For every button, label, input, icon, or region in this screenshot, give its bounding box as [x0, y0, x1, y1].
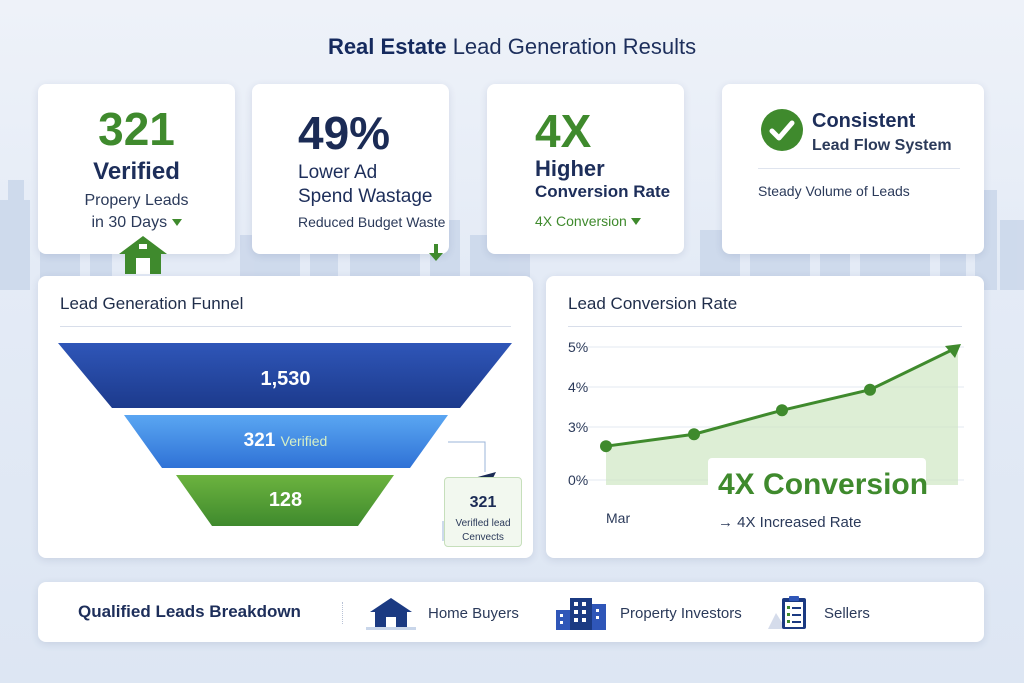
arrow-down-icon — [630, 218, 641, 225]
stat-card-ad-spend: 49% Lower Ad Spend Wastage Reduced Budge… — [252, 84, 449, 254]
divider — [758, 168, 960, 169]
y-tick-label: 0% — [568, 472, 589, 488]
callout-line2: Cenvects — [462, 532, 504, 543]
divider — [342, 602, 343, 624]
stat-label-line1: Higher — [535, 156, 605, 181]
clipboard-icon — [768, 596, 806, 629]
x-tick-label: Mar — [606, 510, 631, 526]
data-point-arrowhead — [945, 344, 961, 358]
legend-item-home-buyers: Home Buyers — [364, 596, 519, 630]
legend-item-property-investors: Property Investors — [554, 596, 742, 630]
divider — [568, 326, 962, 327]
funnel-stage-3 — [176, 475, 394, 526]
data-point — [688, 428, 700, 441]
stat-value: 4X — [535, 105, 592, 157]
stat-label-line1: Lower Ad — [298, 162, 378, 183]
buildings-icon — [556, 598, 606, 630]
callout-value: 321 — [469, 494, 497, 511]
legend-item-label: Home Buyers — [428, 604, 519, 622]
funnel-stage-2 — [124, 415, 448, 468]
house-icon — [119, 236, 167, 274]
funnel-stage-3-value: 128 — [268, 489, 303, 511]
funnel-stage-2-label: Verified — [280, 433, 328, 449]
funnel-panel: Lead Generation Funnel 1,530 321 Verifie… — [38, 276, 533, 558]
funnel-stage-1-value: 1,530 — [260, 368, 311, 390]
arrow-down-icon — [171, 219, 182, 226]
stat-desc-line1: Propery Leads — [84, 192, 189, 209]
stat-desc-line2: in 30 Days — [91, 214, 168, 231]
annotation-sub: → 4X Increased Rate — [718, 514, 862, 531]
stat-value: 49% — [298, 107, 391, 159]
stat-note: Steady Volume of Leads — [758, 183, 910, 199]
chart-title: Lead Conversion Rate — [568, 294, 738, 313]
data-point — [864, 383, 876, 396]
panel-title: Lead Generation Funnel — [60, 294, 244, 313]
legend-item-label: Sellers — [824, 604, 870, 622]
funnel-stage-2-value: 321 — [243, 430, 276, 451]
stat-note: Reduced Budget Waste — [298, 214, 446, 230]
house-icon — [366, 598, 416, 630]
page-title: Real Estate Lead Generation Results — [327, 34, 697, 59]
stat-card-verified-leads: 321 Verified Propery Leads in 30 Days — [38, 84, 235, 254]
data-point — [776, 404, 788, 417]
check-circle-icon — [761, 109, 803, 151]
funnel-graphic — [58, 343, 512, 541]
legend-item-sellers: Sellers — [766, 596, 870, 630]
annotation-headline: 4X Conversion — [718, 468, 929, 501]
legend-title: Qualified Leads Breakdown — [78, 602, 301, 621]
conversion-chart-panel: Lead Conversion Rate 5% 4% 3% 0% Mar 4X … — [546, 276, 984, 558]
y-tick-label: 5% — [568, 339, 589, 355]
stat-label-line2: Spend Wastage — [298, 186, 433, 207]
stat-title-line2: Lead Flow System — [812, 137, 952, 154]
stat-label-line2: Conversion Rate — [535, 182, 671, 201]
funnel-callout: 321 Verifled lead Cenvects — [444, 477, 522, 547]
arrow-down-icon — [429, 244, 443, 261]
y-tick-label: 4% — [568, 379, 589, 395]
stat-note: 4X Conversion — [535, 213, 627, 229]
stat-card-conversion: 4X Higher Conversion Rate 4X Conversion — [487, 84, 684, 254]
y-tick-label: 3% — [568, 419, 589, 435]
callout-line1: Verifled lead — [455, 518, 511, 529]
qualified-leads-breakdown: Qualified Leads Breakdown Home Buyers Pr… — [38, 582, 984, 642]
divider — [60, 326, 511, 327]
stat-label: Verified — [93, 158, 180, 185]
chart-annotation: 4X Conversion → 4X Increased Rate — [708, 458, 929, 536]
funnel-stage-1 — [58, 343, 512, 408]
stat-card-lead-flow: Consistent Lead Flow System Steady Volum… — [722, 84, 984, 254]
stat-title-line1: Consistent — [812, 110, 916, 132]
data-point — [600, 440, 612, 453]
legend-item-label: Property Investors — [620, 604, 742, 622]
stat-value: 321 — [98, 103, 175, 155]
